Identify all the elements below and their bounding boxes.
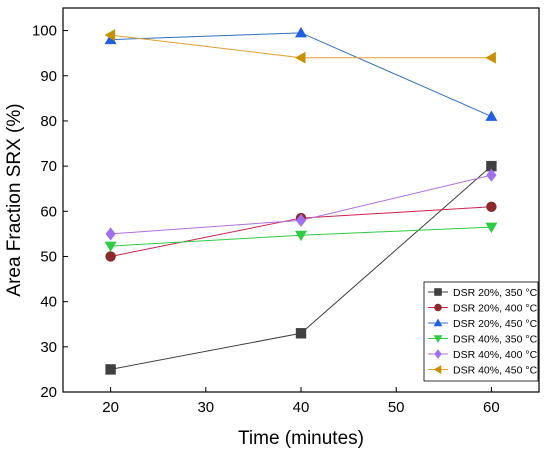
legend-item: DSR 40%, 400 °C [428, 349, 538, 361]
legend-item: DSR 40%, 350 °C [428, 334, 538, 346]
legend-marker [434, 303, 442, 312]
x-tick-label: 50 [388, 399, 405, 416]
legend-marker [433, 335, 443, 343]
legend-item: DSR 20%, 450 °C [428, 318, 538, 330]
data-point [295, 230, 307, 242]
series-5 [105, 168, 497, 241]
legend-marker [434, 349, 442, 359]
data-point [104, 241, 117, 253]
data-point [295, 26, 307, 38]
data-point [295, 213, 307, 227]
data-point [295, 51, 306, 64]
data-point [486, 201, 497, 212]
data-point [485, 51, 496, 64]
series-6 [104, 29, 496, 64]
x-tick-label: 30 [197, 399, 214, 416]
legend-box [423, 281, 539, 382]
y-tick-label: 100 [32, 23, 57, 40]
legend-marker [434, 288, 442, 296]
y-tick-label: 40 [40, 294, 57, 311]
legend: DSR 20%, 350 °C DSR 20%, 400 °C DSR 20%, 4… [423, 281, 539, 382]
legend-marker [433, 318, 443, 327]
legend-item: DSR 20%, 350 °C [428, 287, 538, 299]
data-point [486, 168, 497, 182]
x-tick-label: 60 [483, 399, 500, 416]
legend-label: DSR 40%, 400 °C [453, 349, 538, 361]
legend-label: DSR 20%, 450 °C [453, 318, 538, 330]
y-tick-label: 70 [40, 158, 57, 175]
legend-item: DSR 40%, 450 °C [428, 365, 538, 377]
series-4 [104, 222, 498, 253]
series-3 [104, 26, 498, 121]
data-point [105, 364, 116, 375]
legend-label: DSR 20%, 350 °C [453, 287, 538, 299]
y-axis: 20 30 40 50 60 70 80 90 100 [32, 23, 68, 401]
data-point [104, 33, 117, 45]
data-point [105, 227, 116, 241]
data-point [105, 251, 116, 262]
y-tick-label: 90 [40, 68, 57, 85]
legend-label: DSR 40%, 350 °C [453, 334, 538, 346]
y-tick-label: 60 [40, 203, 57, 220]
data-point [485, 110, 498, 121]
y-tick-label: 50 [40, 248, 57, 265]
data-point [486, 160, 497, 172]
legend-item: DSR 20%, 400 °C [428, 303, 538, 315]
y-axis-title: Area Fraction SRX (%) [4, 103, 25, 296]
x-axis-title: Time (minutes) [238, 428, 364, 449]
data-point [485, 222, 498, 234]
x-tick-label: 20 [102, 399, 119, 416]
series-1 [105, 160, 497, 375]
series-layer [104, 26, 498, 375]
legend-marker [433, 365, 442, 374]
x-axis: 20 30 40 50 60 [102, 387, 500, 416]
y-tick-label: 20 [40, 384, 57, 401]
y-tick-label: 80 [40, 113, 57, 130]
x-tick-label: 40 [293, 399, 310, 416]
data-point [295, 328, 307, 339]
legend-label: DSR 40%, 450 °C [453, 365, 538, 377]
data-point [104, 29, 116, 42]
series-line [110, 32, 492, 117]
y-tick-label: 30 [40, 339, 57, 356]
legend-label: DSR 20%, 400 °C [453, 303, 538, 315]
